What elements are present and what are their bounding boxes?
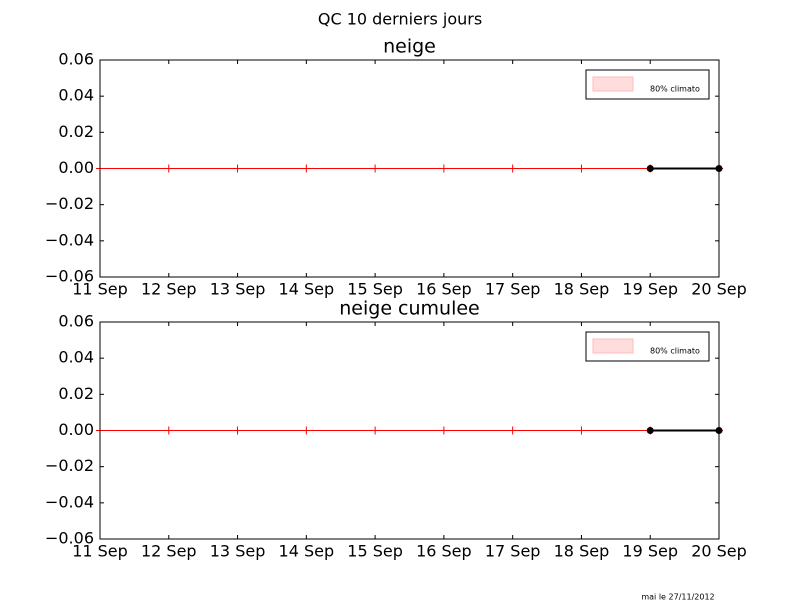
y-tick-label: 0.04 <box>58 348 94 367</box>
axes-frame <box>99 321 720 540</box>
x-tick-label: 13 Sep <box>210 280 266 299</box>
marker <box>646 165 654 172</box>
x-tick-label: 19 Sep <box>622 280 678 299</box>
legend-swatch <box>592 76 634 92</box>
x-tick-label: 11 Sep <box>72 280 128 299</box>
marker <box>233 426 242 435</box>
chart-title: neige cumulee <box>339 298 480 320</box>
legend-swatch <box>592 338 634 354</box>
y-tick-label: 0.02 <box>58 122 94 141</box>
figure-title: QC 10 derniers jours <box>318 10 482 29</box>
marker <box>164 164 173 173</box>
x-tick-label: 17 Sep <box>485 542 541 561</box>
marker <box>577 426 586 435</box>
marker <box>233 164 242 173</box>
x-tick-label: 14 Sep <box>279 542 335 561</box>
marker <box>646 427 654 434</box>
x-tick-label: 17 Sep <box>485 280 541 299</box>
y-tick-label: −0.02 <box>45 456 94 475</box>
y-tick-label: 0.06 <box>58 50 94 69</box>
marker <box>164 426 173 435</box>
y-tick-label: −0.04 <box>45 230 94 249</box>
y-tick-label: 0.04 <box>58 86 94 105</box>
x-tick-label: 18 Sep <box>554 280 610 299</box>
y-tick-label: −0.04 <box>45 492 94 511</box>
marker <box>371 426 380 435</box>
x-tick-label: 11 Sep <box>72 542 128 561</box>
footer: mai le 27/11/2012 <box>641 593 714 600</box>
x-tick-label: 18 Sep <box>554 542 610 561</box>
marker <box>302 426 311 435</box>
y-tick-label: −0.06 <box>45 267 94 286</box>
marker <box>302 164 311 173</box>
y-tick-label: −0.06 <box>45 529 94 548</box>
x-tick-label: 12 Sep <box>141 542 197 561</box>
x-tick-label: 20 Sep <box>691 280 747 299</box>
y-tick-label: 0.02 <box>58 384 94 403</box>
marker <box>577 164 586 173</box>
legend-label: 80% climato <box>650 347 700 356</box>
x-tick-label: 19 Sep <box>622 542 678 561</box>
axes-frame <box>99 59 720 278</box>
x-tick-label: 12 Sep <box>141 280 197 299</box>
marker <box>439 164 448 173</box>
x-tick-label: 16 Sep <box>416 542 472 561</box>
x-tick-label: 14 Sep <box>279 280 335 299</box>
legend-label: 80% climato <box>650 85 700 94</box>
x-tick-label: 13 Sep <box>210 542 266 561</box>
y-tick-label: 0.00 <box>58 158 94 177</box>
y-tick-label: 0.00 <box>58 420 94 439</box>
marker <box>371 164 380 173</box>
x-tick-label: 20 Sep <box>691 542 747 561</box>
x-tick-label: 16 Sep <box>416 280 472 299</box>
chart-title: neige <box>383 36 436 58</box>
marker <box>508 164 517 173</box>
x-tick-label: 15 Sep <box>347 542 403 561</box>
x-tick-label: 15 Sep <box>347 280 403 299</box>
y-tick-label: −0.02 <box>45 194 94 213</box>
marker <box>508 426 517 435</box>
marker <box>439 426 448 435</box>
y-tick-label: 0.06 <box>58 312 94 331</box>
